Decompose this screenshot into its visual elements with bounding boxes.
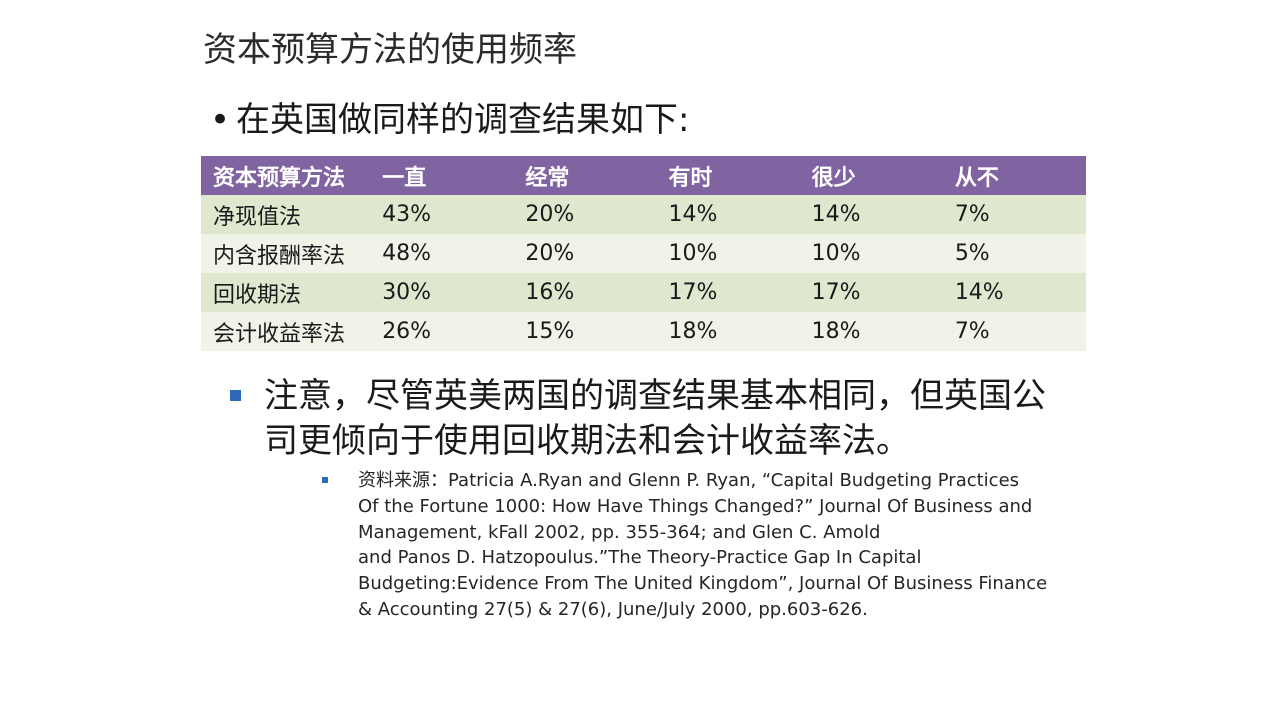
value-cell: 5%: [954, 241, 990, 266]
value-cell: 17%: [811, 280, 861, 305]
square-bullet-icon: [230, 390, 241, 401]
value-cell: 20%: [525, 241, 575, 266]
value-cell: 15%: [525, 319, 575, 344]
method-cell: 回收期法: [213, 282, 302, 308]
value-cell: 43%: [382, 202, 432, 227]
value-cell: 14%: [954, 280, 1004, 305]
value-cell: 7%: [954, 202, 990, 227]
value-cell: 7%: [954, 319, 990, 344]
source-line: & Accounting 27(5) & 27(6), June/July 20…: [358, 598, 868, 620]
source-line: 资料来源：Patricia A.Ryan and Glenn P. Ryan, …: [358, 470, 1020, 491]
value-cell: 14%: [668, 202, 718, 227]
survey-table: 资本预算方法 一直 经常 有时 很少 从不 净现值法 43% 20% 14% 1…: [201, 156, 1086, 351]
value-cell: 20%: [525, 202, 575, 227]
value-cell: 10%: [811, 241, 861, 266]
header-cell: 有时: [668, 165, 713, 191]
table-row: 净现值法 43% 20% 14% 14% 7%: [201, 195, 1086, 234]
source-line: and Panos D. Hatzopoulus.”The Theory-Pra…: [358, 547, 922, 569]
value-cell: 16%: [525, 280, 575, 305]
header-cell: 很少: [811, 165, 856, 191]
small-square-bullet-icon: [322, 477, 328, 483]
main-bullet-text: 在英国做同样的调查结果如下:: [236, 100, 690, 140]
table-header-row: 资本预算方法 一直 经常 有时 很少 从不: [201, 156, 1086, 195]
value-cell: 14%: [811, 202, 861, 227]
table-row: 内含报酬率法 48% 20% 10% 10% 5%: [201, 234, 1086, 273]
header-cell: 一直: [382, 165, 427, 191]
value-cell: 48%: [382, 241, 432, 266]
table-row: 会计收益率法 26% 15% 18% 18% 7%: [201, 312, 1086, 351]
method-cell: 净现值法: [213, 204, 302, 230]
slide-title: 资本预算方法的使用频率: [203, 30, 577, 70]
header-cell: 资本预算方法: [213, 165, 346, 191]
table-row: 回收期法 30% 16% 17% 17% 14%: [201, 273, 1086, 312]
source-line: Of the Fortune 1000: How Have Things Cha…: [358, 495, 1033, 517]
source-citation: 资料来源：Patricia A.Ryan and Glenn P. Ryan, …: [322, 468, 1082, 623]
value-cell: 17%: [668, 280, 718, 305]
value-cell: 30%: [382, 280, 432, 305]
method-cell: 会计收益率法: [213, 321, 346, 347]
main-bullet: • 在英国做同样的调查结果如下:: [210, 97, 689, 143]
note-bullet: 注意，尽管英美两国的调查结果基本相同，但英国公司更倾向于使用回收期法和会计收益率…: [230, 374, 1060, 464]
bullet-dot-icon: •: [210, 100, 231, 140]
value-cell: 10%: [668, 241, 718, 266]
value-cell: 26%: [382, 319, 432, 344]
note-text: 注意，尽管英美两国的调查结果基本相同，但英国公司更倾向于使用回收期法和会计收益率…: [264, 376, 1046, 461]
source-line: Management, kFall 2002, pp. 355-364; and…: [358, 521, 881, 543]
method-cell: 内含报酬率法: [213, 243, 346, 269]
header-cell: 经常: [525, 165, 570, 191]
header-cell: 从不: [954, 165, 999, 191]
source-line: Budgeting:Evidence From The United Kingd…: [358, 573, 1048, 595]
value-cell: 18%: [668, 319, 718, 344]
value-cell: 18%: [811, 319, 861, 344]
